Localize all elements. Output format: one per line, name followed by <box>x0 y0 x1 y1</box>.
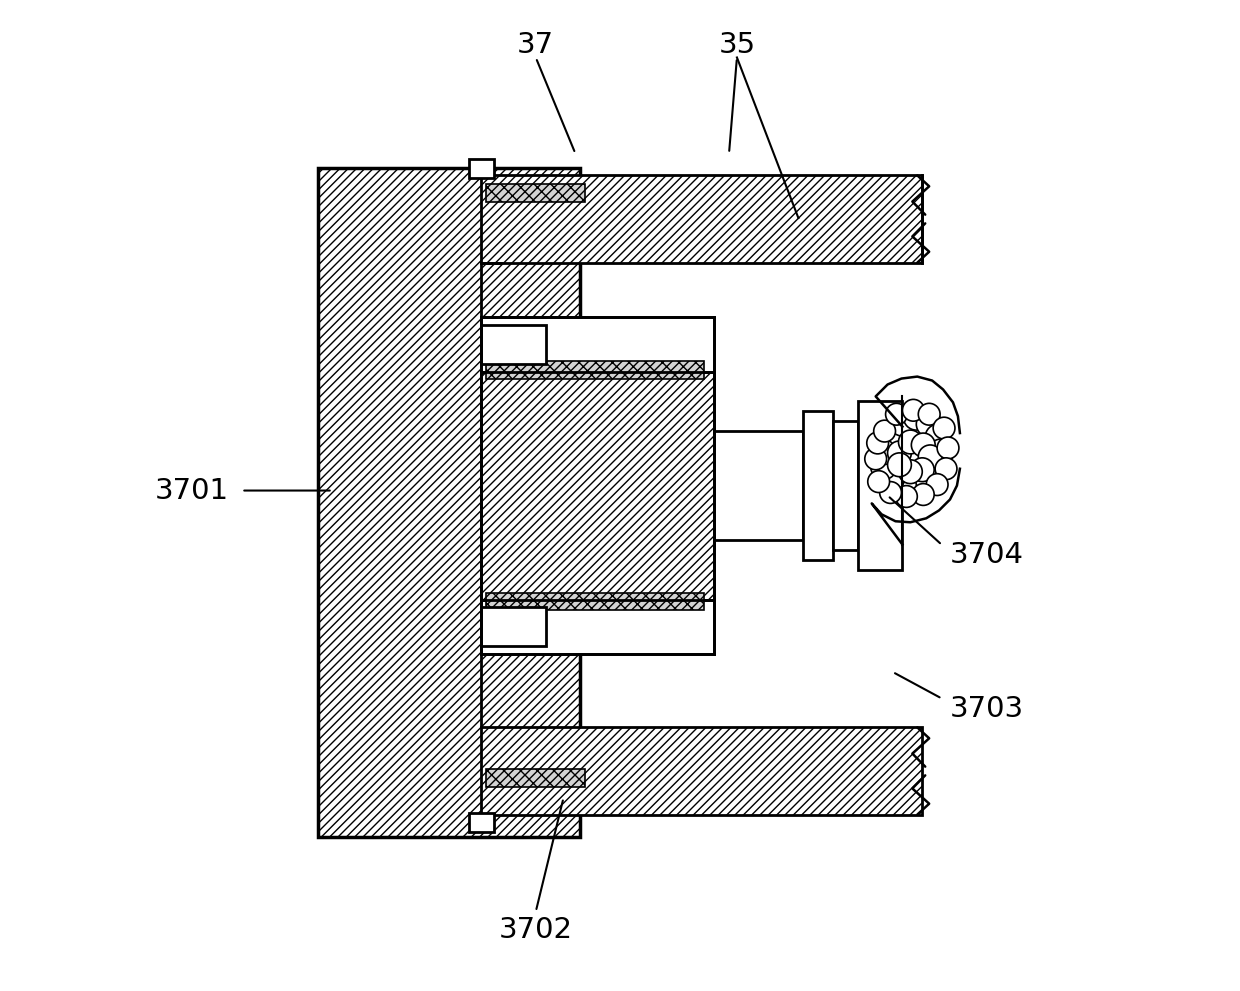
Circle shape <box>919 445 942 469</box>
Circle shape <box>937 437 959 459</box>
Text: 3703: 3703 <box>950 695 1024 722</box>
Bar <box>714 431 804 540</box>
Circle shape <box>890 473 916 498</box>
Circle shape <box>885 403 908 425</box>
Circle shape <box>888 453 911 477</box>
Bar <box>470 813 495 832</box>
Circle shape <box>926 474 949 496</box>
Bar <box>481 317 714 372</box>
Circle shape <box>913 484 934 505</box>
Circle shape <box>915 467 941 493</box>
Circle shape <box>934 417 955 439</box>
Circle shape <box>910 458 934 482</box>
Text: 3702: 3702 <box>498 916 573 943</box>
Text: 3704: 3704 <box>950 541 1024 569</box>
Circle shape <box>924 454 950 480</box>
Bar <box>481 372 714 600</box>
Circle shape <box>889 410 915 436</box>
Bar <box>858 401 903 570</box>
Bar <box>486 769 585 787</box>
Circle shape <box>935 458 957 480</box>
Circle shape <box>925 424 951 450</box>
Circle shape <box>870 454 897 480</box>
Bar <box>481 600 714 654</box>
Circle shape <box>877 425 904 453</box>
Circle shape <box>904 473 929 498</box>
Circle shape <box>911 433 935 457</box>
Bar <box>317 168 580 837</box>
Text: 35: 35 <box>718 31 755 58</box>
Circle shape <box>868 471 889 493</box>
Bar <box>481 175 923 263</box>
Circle shape <box>888 441 911 465</box>
Circle shape <box>916 411 942 437</box>
Circle shape <box>903 399 924 421</box>
Circle shape <box>879 466 904 492</box>
Bar <box>804 411 833 560</box>
Bar <box>470 159 495 178</box>
Bar <box>486 184 585 202</box>
Bar <box>481 607 546 646</box>
Circle shape <box>929 439 954 465</box>
Text: 3701: 3701 <box>155 477 229 504</box>
Bar <box>833 421 858 550</box>
Circle shape <box>895 486 918 507</box>
Circle shape <box>869 439 895 465</box>
Circle shape <box>879 482 901 503</box>
Circle shape <box>919 403 940 425</box>
Text: 37: 37 <box>517 31 554 58</box>
Circle shape <box>874 420 895 442</box>
Bar <box>481 325 546 364</box>
Circle shape <box>899 430 923 454</box>
Bar <box>486 593 704 610</box>
Circle shape <box>899 460 923 484</box>
Circle shape <box>864 448 887 470</box>
Circle shape <box>867 432 889 454</box>
Bar <box>481 727 923 815</box>
Bar <box>486 361 704 379</box>
Circle shape <box>904 404 929 430</box>
